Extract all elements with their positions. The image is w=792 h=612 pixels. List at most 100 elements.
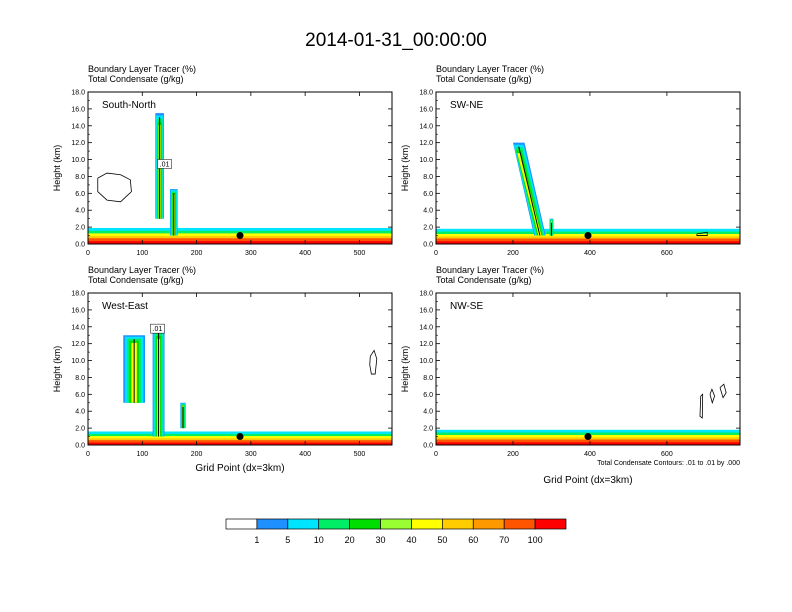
location-marker [236,232,244,240]
y-axis-label: Height (km) [400,145,410,192]
y-tick-label: 18.0 [71,291,85,298]
colorbar: 1 5 10 20 30 40 50 60 70 100 [225,518,567,545]
x-axis-label-left: Grid Point (dx=3km) [195,463,284,474]
y-axis-label: Height (km) [52,346,62,393]
x-tick-label: 0 [86,451,90,458]
field-layer [436,142,740,244]
x-tick-label: 400 [584,250,596,257]
panel-frame [435,91,741,245]
x-tick-label: 0 [434,451,438,458]
y-tick-label: 10.0 [419,358,433,365]
field-label-condensate: Total Condensate (g/kg) [436,74,532,84]
y-tick-label: 0.0 [75,242,85,249]
y-tick-label: 6.0 [75,191,85,198]
colorbar-swatch [534,518,567,530]
colorbar-label: 50 [437,535,447,545]
x-tick-label: 200 [191,451,203,458]
panel-frame [435,292,741,446]
y-tick-label: 18.0 [419,291,433,298]
x-tick-label: 400 [584,451,596,458]
panel-frame [87,91,393,245]
y-tick-label: 10.0 [419,157,433,164]
field-layer: .01 [88,323,392,445]
x-tick-label: 100 [136,451,148,458]
colorbar-label: 100 [528,535,543,545]
y-tick-label: 6.0 [75,392,85,399]
panel-nw-se: Boundary Layer Tracer (%)Total Condensat… [400,265,741,458]
colorbar-swatch [380,518,412,530]
contour-note: Total Condensate Contours: .01 to .01 by… [597,460,740,467]
colorbar-swatch [318,518,350,530]
colorbar-label: 10 [314,535,324,545]
y-tick-label: 6.0 [423,191,433,198]
colorbar-label: 1 [254,535,259,545]
colorbar-label: 60 [468,535,478,545]
y-tick-label: 8.0 [75,174,85,181]
field-label-tracer: Boundary Layer Tracer (%) [88,64,196,74]
field-label-condensate: Total Condensate (g/kg) [88,275,184,285]
x-tick-label: 200 [507,451,519,458]
y-tick-label: 8.0 [423,375,433,382]
y-tick-label: 0.0 [75,443,85,450]
y-tick-label: 6.0 [423,392,433,399]
x-tick-label: 300 [245,451,257,458]
colorbar-swatch [287,518,320,530]
location-marker [584,232,592,240]
y-tick-label: 16.0 [419,307,433,314]
x-tick-label: 400 [299,451,311,458]
x-tick-label: 0 [86,250,90,257]
colorbar-swatch [411,518,443,530]
y-tick-label: 14.0 [71,324,85,331]
chart-title: 2014-01-31_00:00:00 [305,30,487,51]
x-tick-label: 400 [299,250,311,257]
y-tick-label: 8.0 [423,174,433,181]
panel-name: West-East [102,301,148,312]
field-label-condensate: Total Condensate (g/kg) [436,275,532,285]
y-tick-label: 10.0 [71,157,85,164]
y-tick-label: 16.0 [71,106,85,113]
x-tick-label: 600 [661,250,673,257]
panel-sw-ne: Boundary Layer Tracer (%)Total Condensat… [400,64,741,257]
condensate-contour [97,172,132,203]
y-tick-label: 4.0 [423,208,433,215]
y-tick-label: 2.0 [75,426,85,433]
field-label-condensate: Total Condensate (g/kg) [88,74,184,84]
y-tick-label: 2.0 [75,225,85,232]
colorbar-swatch [442,518,474,530]
y-tick-label: 4.0 [423,409,433,416]
colorbar-label: 5 [285,535,290,545]
bl-band [88,241,392,244]
x-tick-label: 300 [245,250,257,257]
contour-label: .01 [153,326,163,333]
location-marker [236,433,244,441]
panel-name: SW-NE [450,100,483,111]
y-tick-label: 0.0 [423,242,433,249]
y-tick-label: 12.0 [419,341,433,348]
y-tick-label: 12.0 [419,140,433,147]
colorbar-swatch [349,518,381,530]
plume-contour [518,146,541,236]
x-axis-label-right: Grid Point (dx=3km) [543,475,632,486]
y-tick-label: 2.0 [423,225,433,232]
x-tick-label: 200 [191,250,203,257]
colorbar-swatch [225,518,258,530]
condensate-contour [696,231,708,236]
contour-label: .01 [160,161,170,168]
y-tick-label: 16.0 [419,106,433,113]
bl-band [436,442,740,445]
field-label-tracer: Boundary Layer Tracer (%) [436,265,544,275]
condensate-contour [719,383,727,399]
location-marker [584,433,592,441]
y-tick-label: 10.0 [71,358,85,365]
y-tick-label: 8.0 [75,375,85,382]
y-tick-label: 0.0 [423,443,433,450]
y-tick-label: 18.0 [71,90,85,97]
y-tick-label: 14.0 [419,324,433,331]
x-tick-label: 600 [661,451,673,458]
panel-name: South-North [102,100,156,111]
y-tick-label: 12.0 [71,140,85,147]
y-tick-label: 14.0 [71,123,85,130]
panel-name: NW-SE [450,301,483,312]
y-tick-label: 2.0 [423,426,433,433]
